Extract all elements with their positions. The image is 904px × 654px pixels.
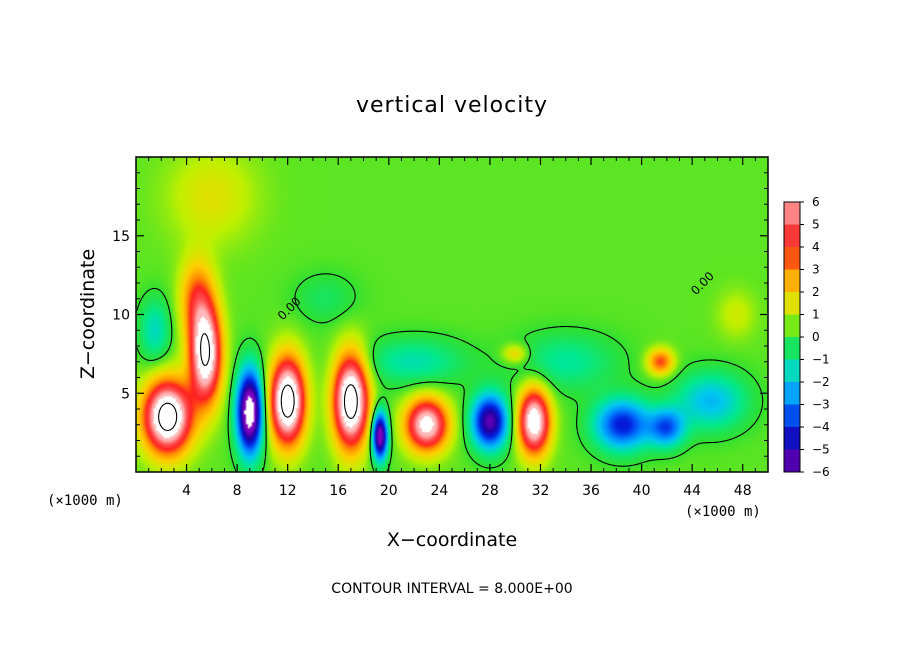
colorbar-label-12: −6 [812, 465, 830, 479]
x-unit-right: (×1000 m) [685, 504, 761, 520]
x-tick-label-8: 8 [233, 483, 242, 499]
x-tick-label-20: 20 [380, 483, 398, 499]
colorbar-swatch-9 [784, 404, 800, 428]
contour-interval-note: CONTOUR INTERVAL = 8.000E+00 [331, 581, 572, 597]
contour-positive [158, 332, 358, 432]
y-axis-label: Z−coordinate [77, 249, 99, 379]
colorbar-swatch-1 [784, 224, 800, 248]
x-tick-label-32: 32 [532, 483, 550, 499]
x-tick-label-24: 24 [430, 483, 448, 499]
x-unit-left: (×1000 m) [47, 493, 123, 509]
x-tick-label-16: 16 [329, 483, 347, 499]
colorbar-label-9: −3 [812, 398, 830, 412]
colorbar-swatch-8 [784, 382, 800, 405]
x-tick-label-40: 40 [633, 483, 651, 499]
colorbar-label-7: −1 [812, 353, 830, 367]
x-tick-label-4: 4 [182, 483, 191, 499]
x-tick-label-12: 12 [279, 483, 297, 499]
x-tick-label-36: 36 [582, 483, 600, 499]
colorbar-label-11: −5 [812, 443, 830, 457]
colorbar-swatch-6 [784, 337, 800, 360]
colorbar-swatch-2 [784, 247, 800, 270]
x-tick-label-44: 44 [683, 483, 701, 499]
colorbar-swatch-4 [784, 292, 800, 315]
colorbar-swatch-10 [784, 427, 800, 450]
colorbar-label-1: 5 [812, 218, 820, 232]
x-axis-label: X−coordinate [387, 529, 517, 551]
colorbar: 6 5 4 3 2 1 0 −1 −2 −3 −4 −5 −6 [783, 195, 830, 479]
colorbar-label-6: 0 [812, 330, 820, 344]
colorbar-swatch-7 [784, 359, 800, 383]
colorbar-label-10: −4 [812, 420, 830, 434]
colorbar-label-8: −2 [812, 375, 830, 389]
x-tick-label-28: 28 [481, 483, 499, 499]
colorbar-swatch-3 [784, 269, 800, 293]
chart-title: vertical velocity [356, 93, 548, 118]
contour-zero [136, 273, 764, 472]
colorbar-label-4: 2 [812, 285, 820, 299]
colorbar-swatch-5 [784, 314, 800, 338]
colorbar-swatch-0 [784, 202, 800, 225]
colorbar-label-3: 3 [812, 263, 820, 277]
y-tick-label-5: 5 [121, 386, 130, 402]
colorbar-label-0: 6 [812, 195, 820, 209]
x-tick-label-48: 48 [734, 483, 752, 499]
heatmap-field [136, 157, 768, 472]
colorbar-label-5: 1 [812, 308, 820, 322]
colorbar-swatch-11 [784, 449, 800, 473]
y-ticks: 5 10 15 [112, 172, 768, 457]
y-tick-label-10: 10 [112, 308, 130, 324]
x-ticks: 4 8 12 16 20 24 28 32 36 40 44 48 [148, 157, 756, 499]
colorbar-label-2: 4 [812, 240, 820, 254]
y-tick-label-15: 15 [112, 229, 130, 245]
zero-contours [136, 273, 764, 472]
